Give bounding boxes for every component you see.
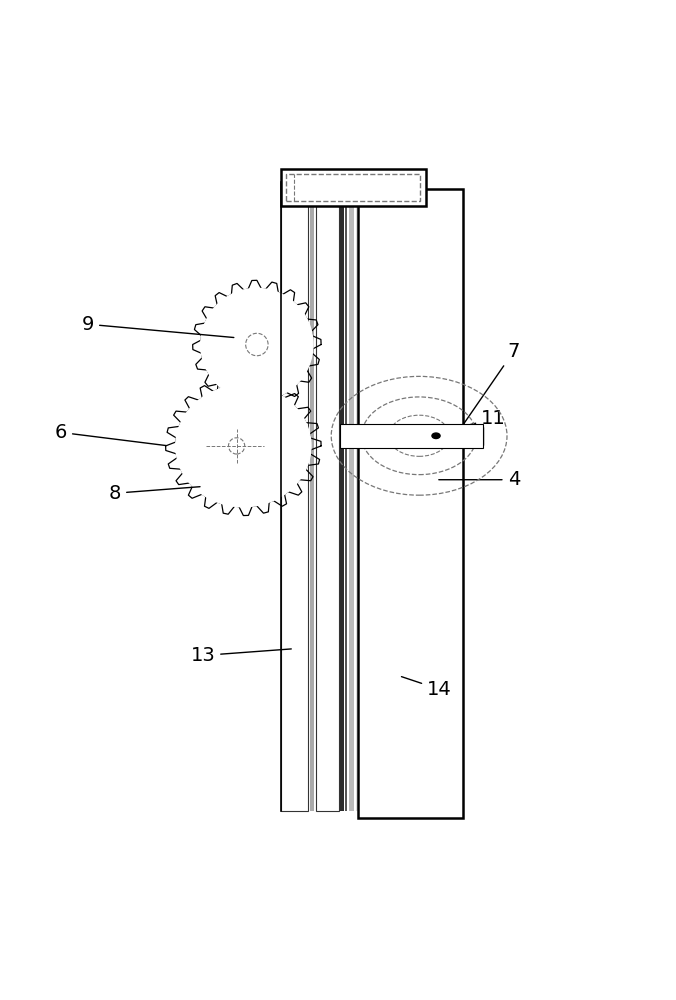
Text: 13: 13 <box>191 646 291 665</box>
Text: 7: 7 <box>448 342 520 447</box>
Text: 4: 4 <box>439 470 520 489</box>
Bar <box>281 169 426 206</box>
Bar <box>345 182 347 811</box>
Bar <box>340 424 483 448</box>
Bar <box>450 427 483 445</box>
Bar <box>349 182 354 811</box>
Circle shape <box>201 288 313 401</box>
Text: 6: 6 <box>55 423 166 446</box>
Bar <box>316 182 339 811</box>
Bar <box>286 174 420 201</box>
Bar <box>281 182 308 811</box>
Ellipse shape <box>176 385 311 507</box>
Bar <box>356 182 358 811</box>
Ellipse shape <box>432 433 440 439</box>
Text: 11: 11 <box>422 409 506 436</box>
Bar <box>358 189 463 818</box>
Bar <box>310 182 314 811</box>
Text: 14: 14 <box>402 677 452 699</box>
Text: 9: 9 <box>82 315 234 338</box>
Text: 8: 8 <box>109 484 200 503</box>
Bar <box>340 182 344 811</box>
